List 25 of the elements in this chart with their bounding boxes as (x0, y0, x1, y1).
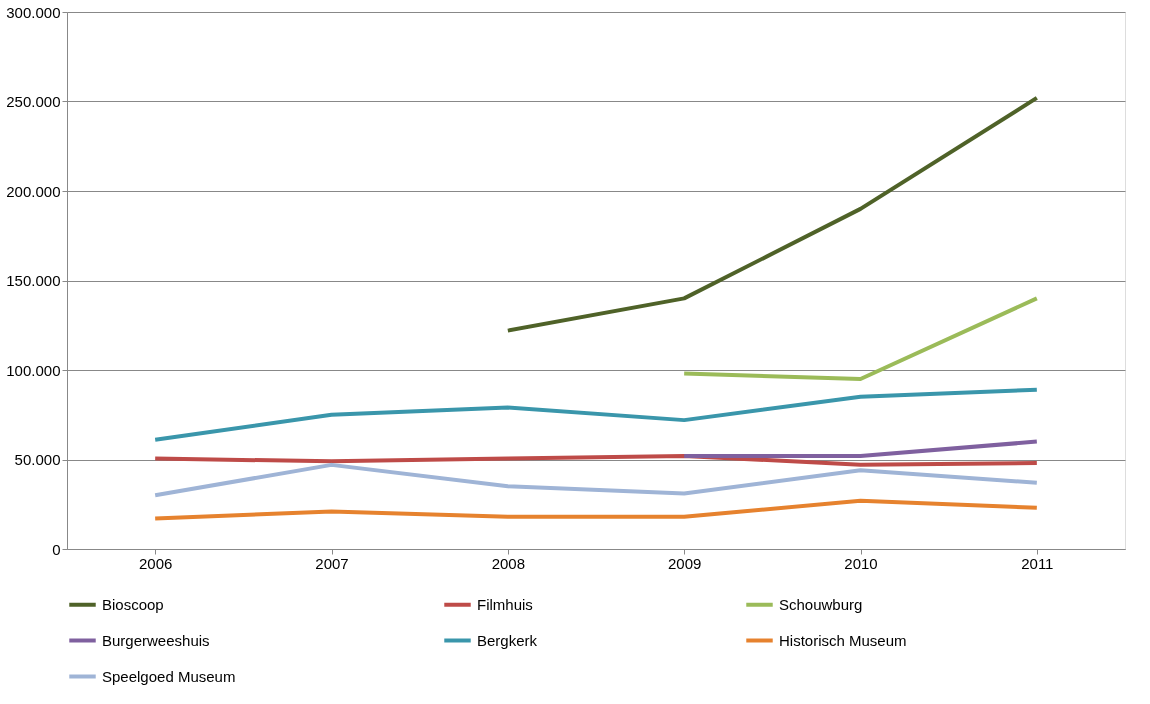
x-tick-label: 2011 (1021, 554, 1054, 572)
legend-label: Historisch Museum (779, 631, 907, 649)
x-tick-label: 2010 (844, 554, 878, 572)
x-tick-label: 2007 (315, 554, 349, 572)
line-series (153, 453, 1039, 467)
line-series (153, 387, 1039, 442)
legend-label: Burgerweeshuis (102, 631, 210, 649)
legend-label: Speelgoed Museum (102, 667, 236, 685)
line-series (153, 498, 1039, 521)
y-tick-label: 300.000 (6, 3, 61, 21)
x-tick-label: 2008 (491, 554, 526, 572)
line-series (153, 462, 1039, 498)
legend-label: Bioscoop (102, 595, 164, 613)
y-tick-label: 100.000 (6, 361, 61, 379)
y-tick-label: 250.000 (6, 93, 61, 110)
y-tick-label: 50.000 (14, 451, 61, 468)
legend-label: Filmhuis (477, 595, 533, 613)
y-tick-label: 200.000 (6, 182, 61, 200)
x-tick-label: 2009 (667, 554, 702, 572)
y-tick-label: 0 (52, 540, 61, 558)
line-series (505, 95, 1039, 333)
y-tick-label: 150.000 (6, 272, 61, 289)
legend-label: Schouwburg (779, 595, 863, 613)
x-tick-label: 2006 (138, 554, 173, 572)
legend-label: Bergkerk (477, 631, 538, 649)
